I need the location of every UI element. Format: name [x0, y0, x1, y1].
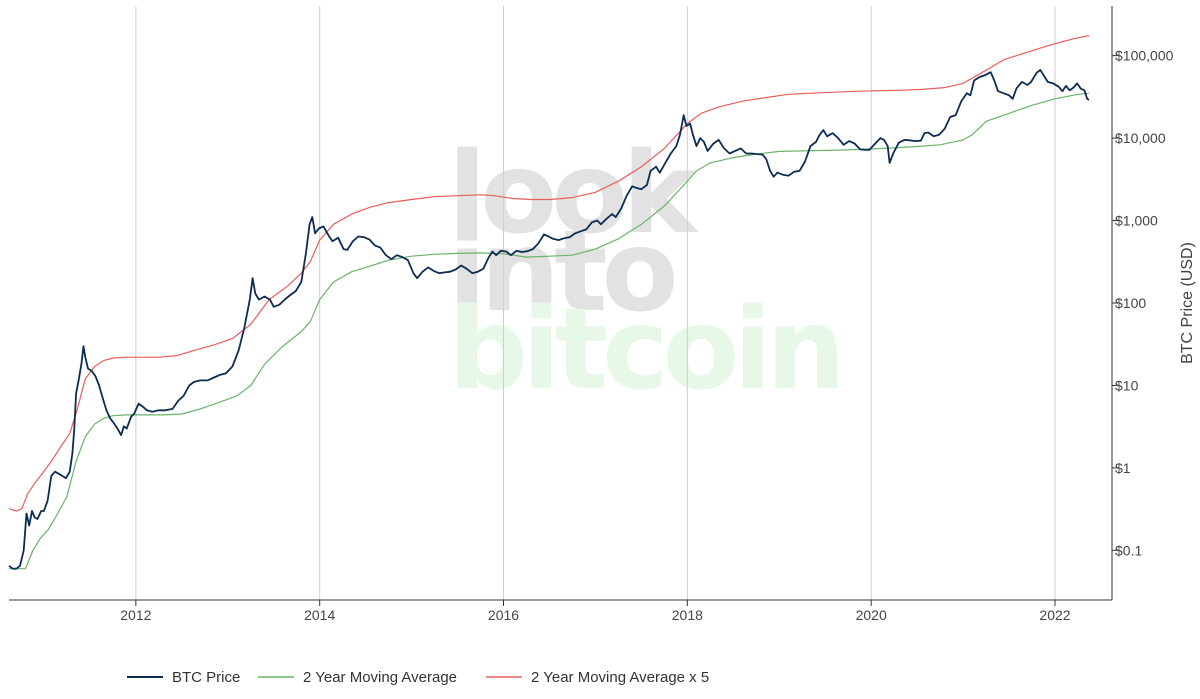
legend-item-2y-ma-x5[interactable]: 2 Year Moving Average x 5 — [486, 669, 709, 686]
legend-item-2y-ma[interactable]: 2 Year Moving Average — [258, 669, 457, 686]
x-tick-label: 2018 — [672, 607, 703, 623]
x-tick-label: 2020 — [856, 607, 887, 623]
two-year-ma-x5-line — [8, 35, 1090, 512]
y-tick-label: $100 — [1115, 295, 1146, 311]
y-tick-label: $10,000 — [1115, 130, 1166, 146]
x-tick-label: 2022 — [1039, 607, 1070, 623]
x-tick-label: 2016 — [488, 607, 519, 623]
legend-item-btc-price[interactable]: BTC Price — [127, 669, 240, 686]
watermark-text-bitcoin: bitcoin — [448, 285, 840, 415]
series-lines — [8, 35, 1090, 570]
legend[interactable]: BTC Price 2 Year Moving Average 2 Year Mov… — [127, 669, 709, 686]
two-year-ma-line — [9, 92, 1090, 570]
y-tick-label: $10 — [1115, 377, 1139, 393]
legend-label: 2 Year Moving Average x 5 — [531, 669, 709, 686]
legend-label: BTC Price — [172, 669, 240, 686]
y-tick-labels: $0.1 $1 $10 $100 $1,000 $10,000 $100,000 — [1112, 48, 1174, 558]
x-gridlines — [135, 6, 1056, 600]
x-tick-label: 2014 — [304, 607, 335, 623]
y-tick-label: $1,000 — [1115, 213, 1158, 229]
x-tick-label: 2012 — [120, 607, 151, 623]
y-tick-label: $1 — [1115, 460, 1131, 476]
watermark: look into bitcoin — [448, 129, 846, 415]
btc-price-line — [8, 69, 1090, 570]
y-tick-label: $100,000 — [1115, 48, 1174, 64]
x-tick-labels: 2012 2014 2016 2018 2020 2022 — [120, 600, 1071, 623]
watermark-text-into: into — [448, 207, 675, 337]
y-tick-label: $0.1 — [1115, 542, 1142, 558]
y-axis-title: BTC Price (USD) — [1179, 242, 1196, 364]
legend-label: 2 Year Moving Average — [303, 669, 457, 686]
